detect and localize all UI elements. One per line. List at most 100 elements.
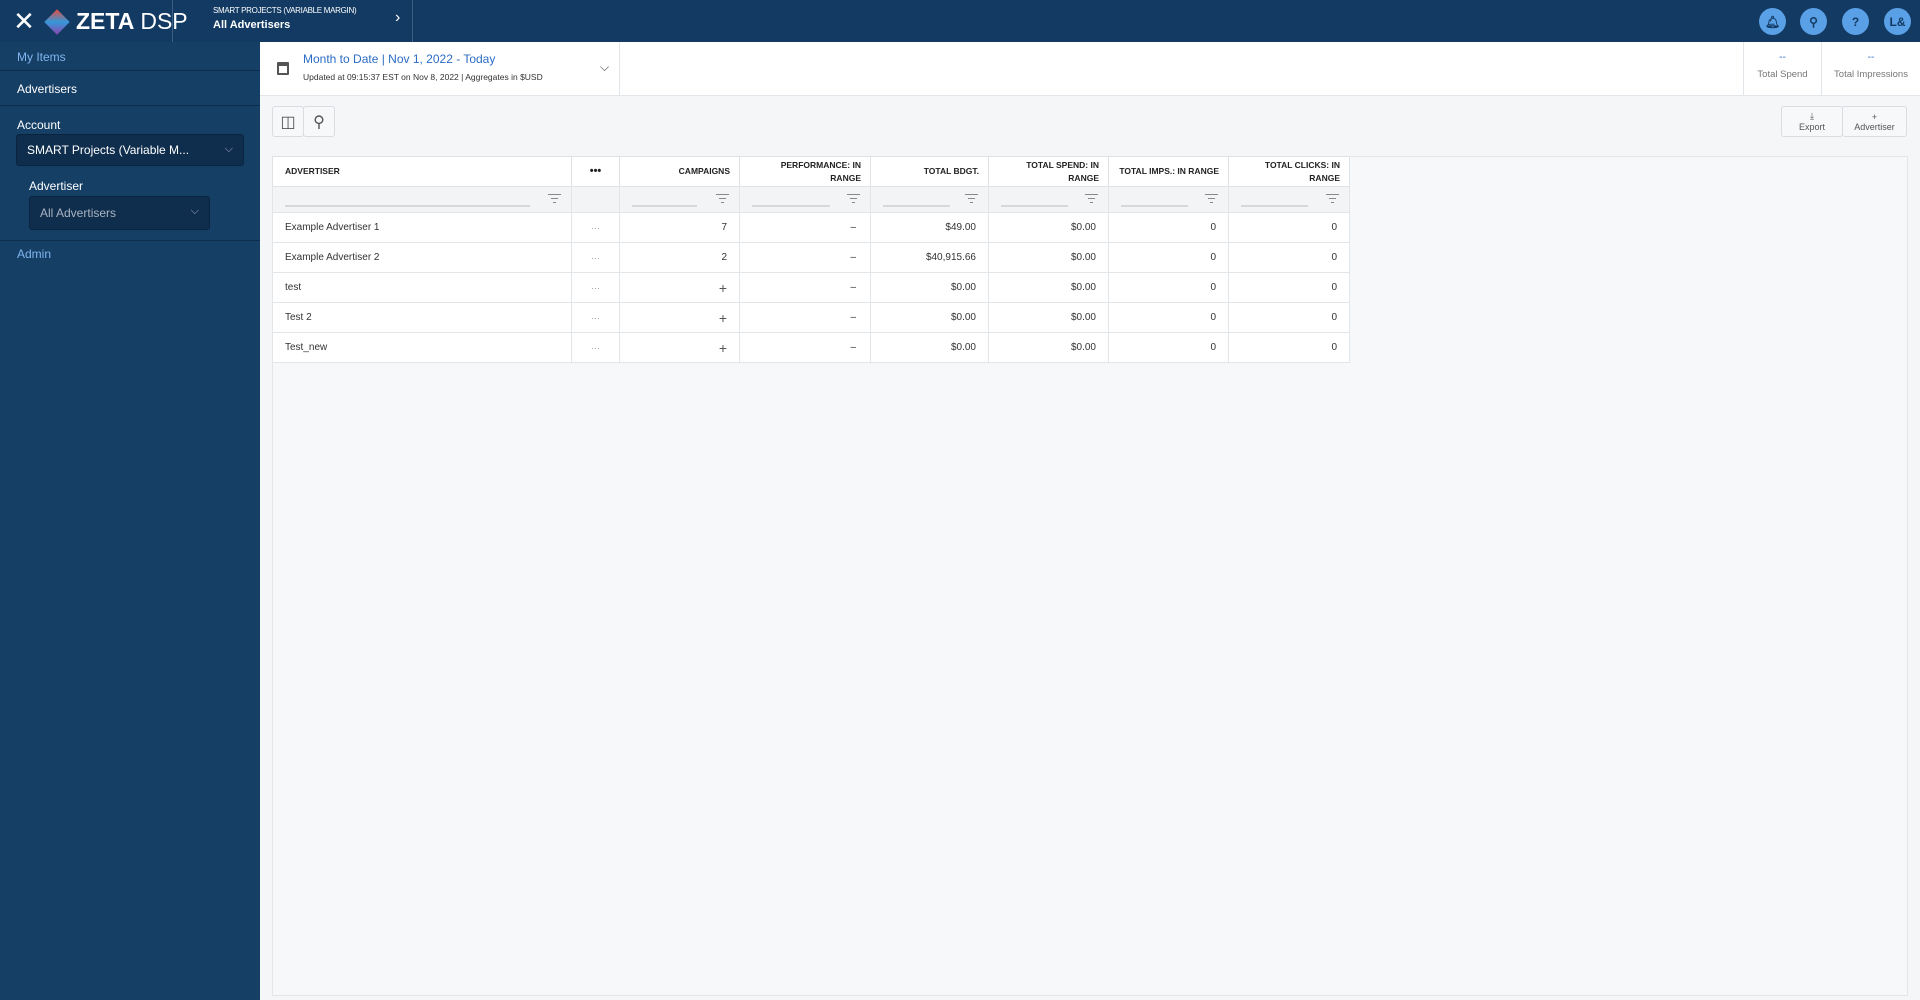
chevron-right-icon[interactable]: › [395, 9, 401, 26]
filter-icon[interactable] [716, 194, 729, 204]
advertisers-table: ADVERTISER ••• CAMPAIGNS PERFORMANCE: IN… [272, 156, 1350, 363]
search-button[interactable]: ⚲ [303, 106, 335, 137]
filter-icon[interactable] [548, 194, 561, 204]
user-avatar[interactable]: L& [1884, 8, 1911, 35]
advertiser-value: All Advertisers [40, 206, 117, 220]
table-row[interactable]: Example Advertiser 2 ··· 2– $40,915.66 $0.00… [272, 242, 1350, 273]
cell-campaigns[interactable]: + [619, 302, 740, 333]
chevron-down-icon: ⌵ [190, 205, 199, 217]
column-campaigns[interactable]: CAMPAIGNS [619, 156, 740, 187]
cell-advertiser-name[interactable]: Example Advertiser 1 [272, 212, 572, 243]
export-button[interactable]: ⤓ Export [1781, 106, 1843, 137]
cell-total-spend: $0.00 [988, 242, 1109, 273]
updated-info: Updated at 09:15:37 EST on Nov 8, 2022 |… [303, 72, 543, 82]
advertiser-select[interactable]: All Advertisers ⌵ [29, 196, 210, 230]
table-row[interactable]: Test_new ··· + – $0.00 $0.00 0 0 [272, 332, 1350, 363]
filter-icon[interactable] [965, 194, 978, 204]
table-header-row: ADVERTISER ••• CAMPAIGNS PERFORMANCE: IN… [272, 156, 1350, 187]
cell-total-clicks: 0 [1228, 332, 1350, 363]
cell-advertiser-name[interactable]: Test 2 [272, 302, 572, 333]
cell-total-clicks: 0 [1228, 302, 1350, 333]
column-total-clicks[interactable]: TOTAL CLICKS: IN RANGE [1228, 156, 1350, 187]
kpi-label: Total Spend [1757, 69, 1808, 80]
cell-advertiser-name[interactable]: test [272, 272, 572, 303]
filter-imps[interactable] [1108, 186, 1229, 213]
cell-row-actions[interactable]: ··· [571, 242, 620, 273]
cell-advertiser-name[interactable]: Test_new [272, 332, 572, 363]
user-initials: L& [1889, 14, 1906, 29]
table-row[interactable]: Example Advertiser 1 ··· 7– $49.00 $0.00 0 0 [272, 212, 1350, 243]
filter-campaigns[interactable] [619, 186, 740, 213]
filter-budget[interactable] [870, 186, 989, 213]
cell-advertiser-name[interactable]: Example Advertiser 2 [272, 242, 572, 273]
chevron-down-icon[interactable]: ⌵ [600, 60, 610, 74]
cell-total-imps: 0 [1108, 242, 1229, 273]
cell-row-actions[interactable]: ··· [571, 302, 620, 333]
kpi-label: Total Impressions [1834, 69, 1908, 80]
close-icon[interactable]: ✕ [13, 6, 35, 36]
filter-icon[interactable] [1085, 194, 1098, 204]
filter-clicks[interactable] [1228, 186, 1350, 213]
logo-suffix: DSP [140, 8, 188, 34]
help-text: ? [1851, 14, 1860, 29]
table-row[interactable]: Test 2 ··· + – $0.00 $0.00 0 0 [272, 302, 1350, 333]
cell-total-imps: 0 [1108, 302, 1229, 333]
cell-total-clicks: 0 [1228, 212, 1350, 243]
cell-campaigns[interactable]: + [619, 332, 740, 363]
cell-total-budget: $0.00 [870, 332, 989, 363]
cell-total-spend: $0.00 [988, 272, 1109, 303]
calendar-icon [277, 62, 289, 75]
sidebar-item-admin[interactable]: Admin [17, 247, 52, 261]
filter-icon[interactable] [847, 194, 860, 204]
account-select[interactable]: SMART Projects (Variable M... ⌵ [16, 134, 244, 166]
divider [0, 105, 260, 106]
export-label: Export [1798, 122, 1825, 132]
filter-icon[interactable] [1205, 194, 1218, 204]
cell-performance: – [739, 272, 871, 303]
breadcrumb-parent[interactable]: SMART PROJECTS (VARIABLE MARGIN) [213, 6, 357, 15]
column-performance[interactable]: PERFORMANCE: IN RANGE [739, 156, 871, 187]
column-advertiser[interactable]: ADVERTISER [272, 156, 572, 187]
breadcrumb-divider [412, 0, 413, 42]
header-panel: Month to Date | Nov 1, 2022 - Today Upda… [260, 42, 1920, 96]
logo-diamond-icon [44, 8, 70, 35]
cell-performance: – [739, 212, 871, 243]
cell-performance: – [739, 242, 871, 273]
cell-total-budget: $0.00 [870, 302, 989, 333]
kpi-value: -- [1779, 52, 1786, 63]
breadcrumb-current: All Advertisers [213, 19, 291, 31]
cell-row-actions[interactable]: ··· [571, 272, 620, 303]
column-actions-menu[interactable]: ••• [571, 156, 620, 187]
sidebar: My Items Advertisers Account SMART Proje… [0, 42, 260, 1000]
help-icon[interactable]: ? [1842, 8, 1869, 35]
breadcrumb[interactable]: SMART PROJECTS (VARIABLE MARGIN) All Adv… [172, 0, 412, 42]
search-icon[interactable]: ⚲ [1800, 8, 1827, 35]
cell-total-spend: $0.00 [988, 302, 1109, 333]
column-total-spend[interactable]: TOTAL SPEND: IN RANGE [988, 156, 1109, 187]
filter-icon[interactable] [1326, 194, 1339, 204]
filter-advertiser[interactable] [272, 186, 572, 213]
cell-total-clicks: 0 [1228, 272, 1350, 303]
table-row[interactable]: test ··· + – $0.00 $0.00 0 0 [272, 272, 1350, 303]
cell-total-budget: $0.00 [870, 272, 989, 303]
kpi-total-impressions: -- Total Impressions [1821, 42, 1920, 96]
filter-row [272, 186, 1350, 213]
filter-performance[interactable] [739, 186, 871, 213]
advertiser-label: Advertiser [29, 179, 84, 193]
cell-row-actions[interactable]: ··· [571, 212, 620, 243]
columns-button[interactable]: ◫ [272, 106, 304, 137]
divider [0, 70, 260, 71]
date-range-selector[interactable]: Month to Date | Nov 1, 2022 - Today Upda… [260, 42, 620, 96]
column-total-budget[interactable]: TOTAL BDGT. [870, 156, 989, 187]
add-advertiser-button[interactable]: + Advertiser [1842, 106, 1907, 137]
cell-row-actions[interactable]: ··· [571, 332, 620, 363]
cell-campaigns[interactable]: + [619, 272, 740, 303]
filter-spend[interactable] [988, 186, 1109, 213]
column-total-imps[interactable]: TOTAL IMPS.: IN RANGE [1108, 156, 1229, 187]
sidebar-item-advertisers[interactable]: Advertisers [17, 82, 78, 96]
columns-icon: ◫ [280, 113, 296, 131]
date-range[interactable]: Month to Date | Nov 1, 2022 - Today [303, 52, 496, 66]
bell-icon[interactable]: 🔔︎ [1759, 8, 1786, 35]
sidebar-item-my-items[interactable]: My Items [17, 50, 66, 64]
logo[interactable]: ZETA DSP [44, 8, 188, 35]
